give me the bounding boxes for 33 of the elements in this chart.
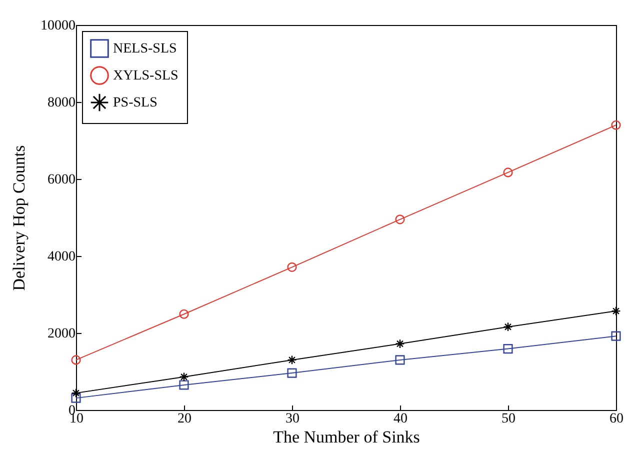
point <box>71 355 81 365</box>
point <box>179 372 189 382</box>
x-tick-label: 30 <box>286 412 300 426</box>
legend-label: NELS-SLS <box>113 42 177 56</box>
point <box>287 355 297 365</box>
point <box>611 120 621 130</box>
y-tick-label: 8000 <box>48 96 76 110</box>
y-tick-label: 10000 <box>40 18 76 34</box>
x-tick-label: 50 <box>502 412 516 426</box>
y-axis-title: Delivery Hop Counts <box>10 145 28 291</box>
point <box>611 306 621 316</box>
point <box>503 322 513 332</box>
y-tick-label: 4000 <box>48 250 76 264</box>
legend-label: PS-SLS <box>113 96 158 110</box>
x-tick-label: 40 <box>394 412 408 426</box>
point <box>395 355 405 365</box>
point <box>395 338 405 349</box>
point <box>71 388 81 398</box>
point <box>287 368 297 378</box>
x-tick-label: 60 <box>610 412 624 426</box>
legend-label: XYLS-SLS <box>113 68 178 84</box>
point <box>287 262 297 272</box>
y-tick-label: 6000 <box>48 172 76 188</box>
point <box>503 168 513 178</box>
point <box>179 380 189 390</box>
point <box>71 393 81 403</box>
point <box>395 214 405 224</box>
x-axis-title: The Number of Sinks <box>273 428 420 446</box>
point <box>611 331 621 341</box>
point <box>179 309 189 319</box>
x-tick-label: 20 <box>178 412 192 426</box>
y-tick-label: 2000 <box>48 326 76 342</box>
point <box>503 344 513 354</box>
